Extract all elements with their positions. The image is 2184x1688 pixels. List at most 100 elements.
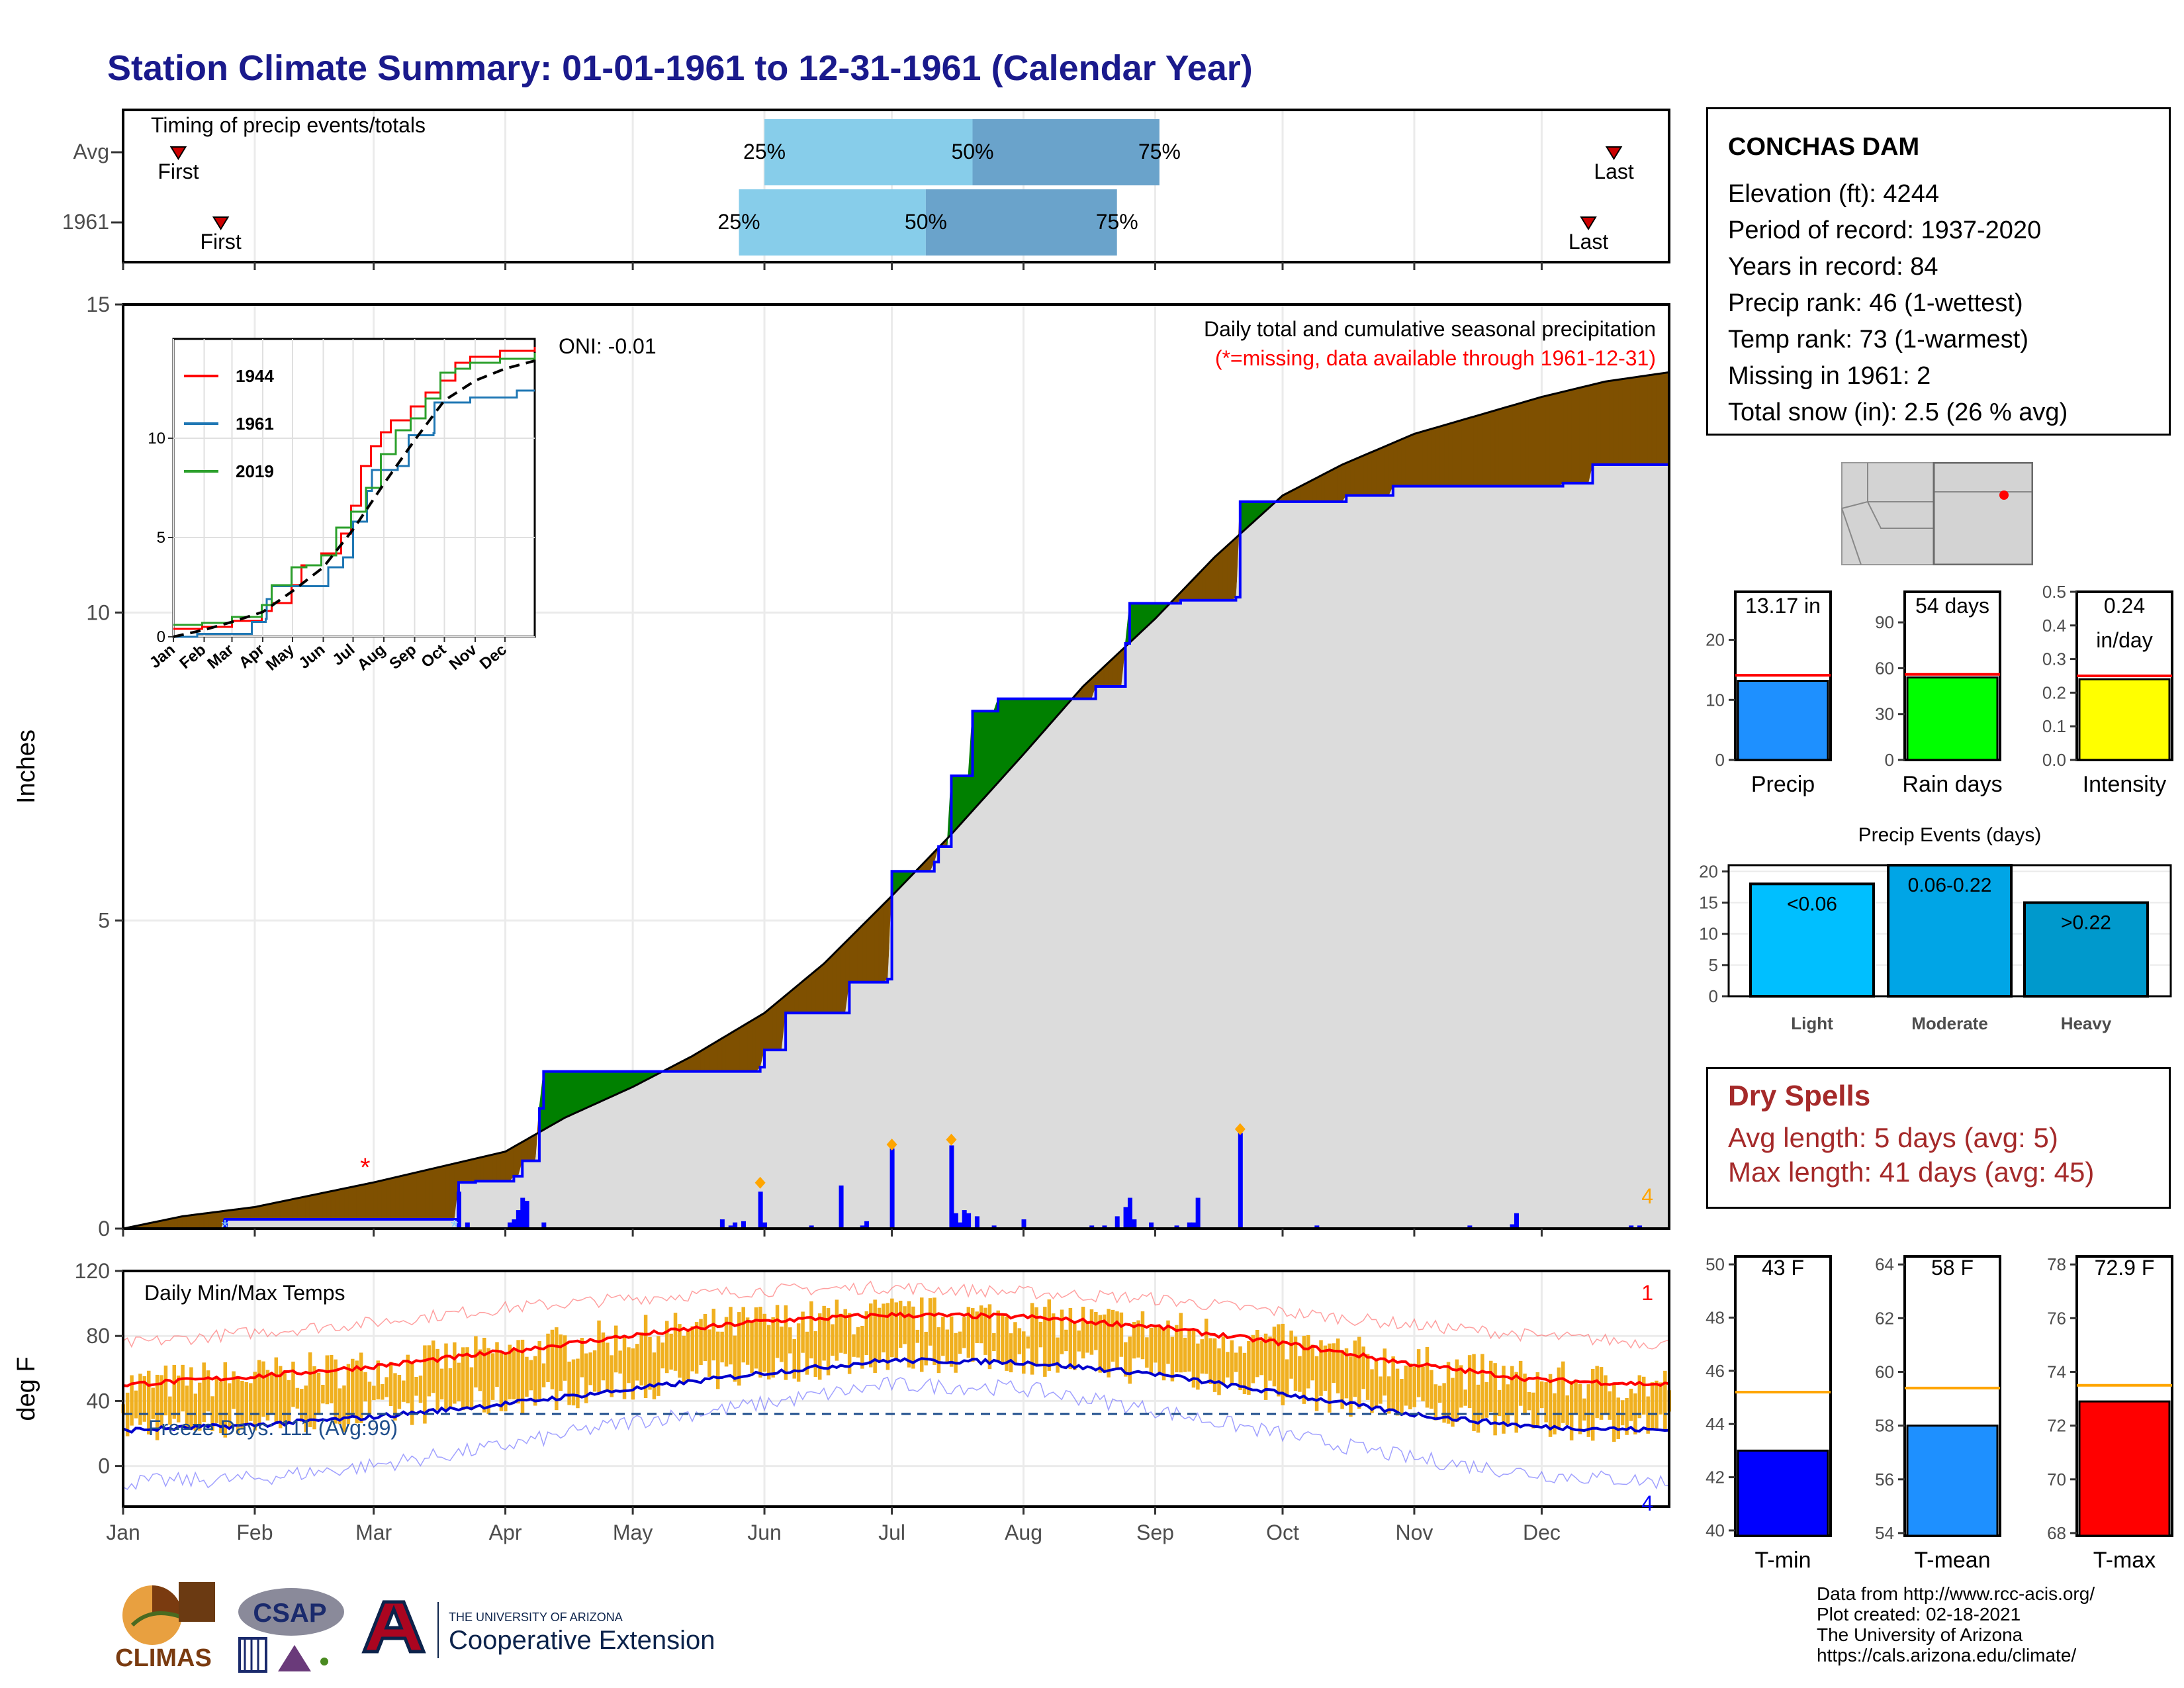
daily-temp-bar	[1068, 1307, 1073, 1370]
month-label: Sep	[1136, 1521, 1174, 1544]
daily-precip-bar	[719, 1219, 725, 1229]
daily-temp-bar	[367, 1382, 372, 1415]
sumtemp-value-label: 58 F	[1931, 1256, 1974, 1280]
timing-last-marker	[1580, 216, 1597, 230]
precip-anomaly-segment	[841, 941, 846, 1013]
daily-temp-bar	[240, 1380, 244, 1430]
daily-temp-bar	[1298, 1356, 1302, 1392]
precip-anomaly-segment	[959, 775, 965, 826]
daily-temp-bar	[393, 1373, 397, 1421]
precip-anomaly-segment	[186, 1215, 192, 1229]
sumtemp-panel-name: T-mean	[1914, 1548, 1990, 1573]
precip-anomaly-segment	[1019, 698, 1024, 760]
daily-precip-bar	[223, 1219, 228, 1229]
precip-anomaly-segment	[1006, 698, 1011, 774]
precip-anomaly-segment	[1371, 449, 1377, 496]
precip-anomaly-segment	[823, 959, 829, 1013]
precip-anomaly-segment	[1222, 544, 1228, 601]
daily-temp-bar	[1277, 1324, 1281, 1397]
precip-anomaly-segment	[1643, 375, 1649, 465]
daily-temp-bar	[690, 1326, 694, 1372]
precip-anomaly-segment	[1617, 379, 1623, 465]
daily-temp-bar	[1073, 1322, 1077, 1370]
precip-anomaly-segment	[1494, 408, 1500, 487]
daily-temp-bar	[431, 1340, 435, 1393]
daily-temp-bar	[835, 1299, 839, 1361]
daily-temp-bar	[291, 1361, 295, 1407]
daily-temp-bar	[533, 1356, 537, 1406]
daily-temp-bar	[563, 1335, 567, 1381]
precip-anomaly-segment	[1456, 420, 1462, 487]
daily-temp-bar	[1183, 1337, 1187, 1372]
sumprecip-ytick-label: 0	[1715, 750, 1725, 770]
precip-anomaly-segment	[739, 1025, 744, 1072]
sumtemp-ytick-label: 50	[1706, 1254, 1725, 1274]
daily-temp-bar	[822, 1305, 826, 1361]
daily-temp-bar	[1306, 1335, 1310, 1389]
daily-temp-bar	[1332, 1343, 1336, 1383]
precip-anomaly-segment	[1651, 373, 1657, 465]
precip-events-title: Precip Events (days)	[1858, 824, 2042, 846]
dry-spells-avg-length: Avg length: 5 days (avg: 5)	[1728, 1122, 2058, 1153]
timing-quantile-label: 25%	[718, 210, 760, 234]
daily-temp-bar	[1595, 1366, 1599, 1419]
daily-temp-bar	[1038, 1321, 1043, 1348]
daily-temp-bar	[363, 1372, 367, 1402]
daily-temp-bar	[414, 1376, 418, 1396]
ua-big-text: Cooperative Extension	[449, 1626, 715, 1655]
daily-temp-bar	[882, 1303, 886, 1352]
daily-temp-bar	[597, 1320, 601, 1393]
timing-bar-q25-q50	[739, 189, 926, 256]
precip-anomaly-segment	[878, 904, 884, 983]
daily-temp-bar	[236, 1376, 240, 1434]
daily-temp-bar	[1467, 1355, 1472, 1409]
daily-temp-bar	[439, 1368, 444, 1400]
precip-anomaly-segment	[237, 1208, 243, 1220]
daily-temp-bar	[346, 1364, 351, 1425]
precip-anomaly-segment	[369, 1182, 375, 1220]
daily-temp-bar	[1259, 1340, 1263, 1376]
precip-anomaly-segment	[590, 1071, 595, 1107]
daily-temp-bar	[771, 1317, 775, 1378]
daily-temp-bar	[541, 1363, 546, 1387]
daily-precip-bar	[1174, 1225, 1179, 1229]
daily-temp-bar	[843, 1309, 847, 1354]
daily-precip-bar	[860, 1225, 865, 1229]
precip-anomaly-segment	[619, 1071, 625, 1094]
precip-base-area	[123, 464, 1669, 1229]
precip-events-border	[1727, 864, 2172, 998]
precip-anomaly-segment	[700, 1048, 705, 1072]
daily-temp-bar	[1281, 1323, 1285, 1405]
timing-quantile-label: 75%	[1138, 140, 1181, 164]
daily-temp-bar	[469, 1367, 474, 1411]
daily-temp-bar	[733, 1335, 737, 1382]
daily-temp-bar	[1179, 1313, 1183, 1373]
precip-events-ytick-label: 20	[1699, 861, 1718, 881]
daily-temp-bar	[1319, 1340, 1323, 1396]
daily-precip-bar	[1127, 1197, 1132, 1229]
precip-anomaly-segment	[709, 1043, 714, 1072]
timing-row-label: 1961	[62, 210, 109, 234]
precip-anomaly-segment	[577, 1071, 582, 1113]
daily-temp-bar	[941, 1317, 945, 1356]
precip-events-ytick-label: 10	[1699, 924, 1718, 944]
daily-precip-bar	[974, 1216, 979, 1229]
precip-anomaly-segment	[246, 1207, 251, 1220]
precip-anomaly-segment	[1333, 466, 1338, 502]
daily-temp-bar	[257, 1360, 261, 1423]
sumprecip-ytick-label: 30	[1875, 704, 1894, 724]
daily-temp-bar	[338, 1388, 342, 1425]
precip-anomaly-segment	[177, 1215, 183, 1229]
precip-anomaly-segment	[598, 1071, 604, 1103]
precip-anomaly-segment	[1584, 385, 1589, 484]
precip-anomaly-segment	[411, 1172, 417, 1220]
daily-temp-bar	[877, 1307, 882, 1362]
precip-anomaly-segment	[551, 1071, 557, 1126]
precip-anomaly-segment	[305, 1195, 310, 1220]
precip-anomaly-segment	[1001, 698, 1007, 779]
precip-anomaly-segment	[713, 1040, 718, 1072]
daily-temp-bar	[159, 1375, 163, 1427]
daily-temp-bar	[1561, 1361, 1565, 1423]
precip-anomaly-segment	[458, 1161, 463, 1183]
daily-temp-bar	[796, 1323, 801, 1382]
